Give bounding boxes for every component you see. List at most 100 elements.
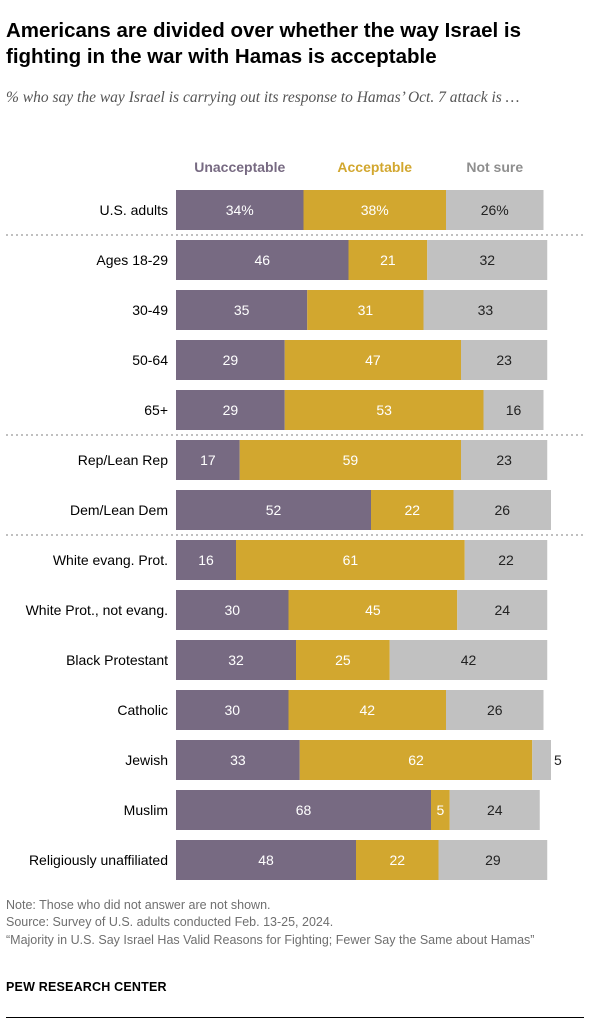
bar-rep-lean-rep-not-sure — [461, 440, 548, 480]
bar-65-not-sure — [483, 390, 544, 430]
bar-dem-lean-dem-acceptable — [371, 490, 454, 530]
bar-u-s-adults-acceptable — [303, 190, 446, 230]
bar-religiously-unaffiliated-not-sure — [438, 840, 548, 880]
value-label-white-evang-prot-unacceptable: 16 — [198, 552, 214, 568]
value-label-dem-lean-dem-unacceptable: 52 — [266, 502, 282, 518]
value-label-30-49-unacceptable: 35 — [234, 302, 250, 318]
value-label-white-prot-not-evang-acceptable: 45 — [365, 602, 381, 618]
row-label-white-evang-prot: White evang. Prot. — [53, 552, 168, 568]
row-label-dem-lean-dem: Dem/Lean Dem — [70, 502, 168, 518]
report-title: “Majority in U.S. Say Israel Has Valid R… — [6, 933, 535, 947]
value-label-religiously-unaffiliated-unacceptable: 48 — [258, 852, 274, 868]
value-label-u-s-adults-unacceptable: 34% — [226, 202, 254, 218]
footnote: Note: Those who did not answer are not s… — [6, 898, 271, 912]
value-label-muslim-acceptable: 5 — [436, 802, 444, 818]
bar-muslim-unacceptable — [176, 790, 431, 830]
bar-ages-18-29-unacceptable — [176, 240, 349, 280]
value-label-white-prot-not-evang-not-sure: 24 — [494, 602, 510, 618]
bar-white-prot-not-evang-unacceptable — [176, 590, 289, 630]
bar-white-evang-prot-unacceptable — [176, 540, 236, 580]
value-label-rep-lean-rep-not-sure: 23 — [496, 452, 512, 468]
value-label-65-acceptable: 53 — [376, 402, 392, 418]
value-label-muslim-not-sure: 24 — [487, 802, 503, 818]
bar-dem-lean-dem-unacceptable — [176, 490, 371, 530]
value-label-catholic-not-sure: 26 — [487, 702, 503, 718]
bar-ages-18-29-not-sure — [427, 240, 548, 280]
value-label-rep-lean-rep-unacceptable: 17 — [200, 452, 216, 468]
value-label-50-64-acceptable: 47 — [365, 352, 381, 368]
bar-jewish-not-sure — [532, 740, 551, 780]
value-label-ages-18-29-not-sure: 32 — [479, 252, 495, 268]
row-label-30-49: 30-49 — [132, 302, 168, 318]
value-label-black-protestant-not-sure: 42 — [461, 652, 477, 668]
bar-65-acceptable — [284, 390, 484, 430]
bar-dem-lean-dem-not-sure — [453, 490, 551, 530]
bar-religiously-unaffiliated-acceptable — [356, 840, 439, 880]
value-label-ages-18-29-unacceptable: 46 — [254, 252, 270, 268]
value-label-black-protestant-acceptable: 25 — [335, 652, 351, 668]
value-label-catholic-unacceptable: 30 — [224, 702, 240, 718]
bar-white-prot-not-evang-acceptable — [288, 590, 458, 630]
bar-rep-lean-rep-acceptable — [239, 440, 461, 480]
bar-u-s-adults-not-sure — [446, 190, 544, 230]
row-label-black-protestant: Black Protestant — [66, 652, 168, 668]
row-label-u-s-adults: U.S. adults — [100, 202, 168, 218]
bar-muslim-acceptable — [431, 790, 450, 830]
value-label-u-s-adults-acceptable: 38% — [361, 202, 389, 218]
source-note: Source: Survey of U.S. adults conducted … — [6, 915, 334, 929]
value-label-30-49-acceptable: 31 — [358, 302, 374, 318]
value-label-religiously-unaffiliated-acceptable: 22 — [389, 852, 405, 868]
value-label-u-s-adults-not-sure: 26% — [481, 202, 509, 218]
row-label-65: 65+ — [144, 402, 168, 418]
row-label-religiously-unaffiliated: Religiously unaffiliated — [29, 852, 168, 868]
value-label-jewish-acceptable: 62 — [408, 752, 424, 768]
row-label-catholic: Catholic — [117, 702, 168, 718]
bar-jewish-acceptable — [299, 740, 533, 780]
bar-rep-lean-rep-unacceptable — [176, 440, 240, 480]
row-label-white-prot-not-evang: White Prot., not evang. — [26, 602, 168, 618]
value-label-religiously-unaffiliated-not-sure: 29 — [485, 852, 501, 868]
bar-white-evang-prot-not-sure — [464, 540, 548, 580]
row-label-50-64: 50-64 — [132, 352, 168, 368]
value-label-65-unacceptable: 29 — [223, 402, 239, 418]
brand-name: PEW RESEARCH CENTER — [6, 980, 167, 994]
bar-50-64-not-sure — [461, 340, 548, 380]
row-label-muslim: Muslim — [124, 802, 168, 818]
legend-not-sure: Not sure — [466, 159, 523, 175]
bar-catholic-acceptable — [288, 690, 446, 730]
row-label-jewish: Jewish — [125, 752, 168, 768]
chart-subtitle: % who say the way Israel is carrying out… — [6, 89, 520, 106]
bar-u-s-adults-unacceptable — [176, 190, 304, 230]
bar-jewish-unacceptable — [176, 740, 300, 780]
bar-black-protestant-unacceptable — [176, 640, 296, 680]
bar-50-64-unacceptable — [176, 340, 285, 380]
value-label-muslim-unacceptable: 68 — [296, 802, 312, 818]
bar-ages-18-29-acceptable — [348, 240, 428, 280]
bar-30-49-acceptable — [307, 290, 424, 330]
bar-catholic-unacceptable — [176, 690, 289, 730]
stacked-bar-chart: Unacceptable Acceptable Not sure U.S. adult… — [6, 159, 584, 880]
value-label-50-64-unacceptable: 29 — [223, 352, 239, 368]
bar-white-evang-prot-acceptable — [236, 540, 465, 580]
bottom-rule — [6, 1017, 584, 1018]
value-label-catholic-acceptable: 42 — [359, 702, 375, 718]
value-label-rep-lean-rep-acceptable: 59 — [343, 452, 359, 468]
bar-muslim-not-sure — [449, 790, 540, 830]
bar-black-protestant-acceptable — [296, 640, 390, 680]
value-label-white-prot-not-evang-unacceptable: 30 — [224, 602, 240, 618]
row-label-rep-lean-rep: Rep/Lean Rep — [78, 452, 169, 468]
value-label-dem-lean-dem-acceptable: 22 — [404, 502, 420, 518]
bar-30-49-not-sure — [423, 290, 548, 330]
value-label-ages-18-29-acceptable: 21 — [380, 252, 396, 268]
value-label-30-49-not-sure: 33 — [478, 302, 494, 318]
value-label-50-64-not-sure: 23 — [496, 352, 512, 368]
bar-religiously-unaffiliated-unacceptable — [176, 840, 356, 880]
value-label-white-evang-prot-acceptable: 61 — [343, 552, 359, 568]
value-label-white-evang-prot-not-sure: 22 — [498, 552, 514, 568]
legend-acceptable: Acceptable — [337, 159, 412, 175]
value-label-65-not-sure: 16 — [506, 402, 522, 418]
value-label-dem-lean-dem-not-sure: 26 — [494, 502, 510, 518]
chart-title: Americans are divided over whether the w… — [6, 19, 522, 68]
bar-catholic-not-sure — [446, 690, 544, 730]
bar-30-49-unacceptable — [176, 290, 308, 330]
